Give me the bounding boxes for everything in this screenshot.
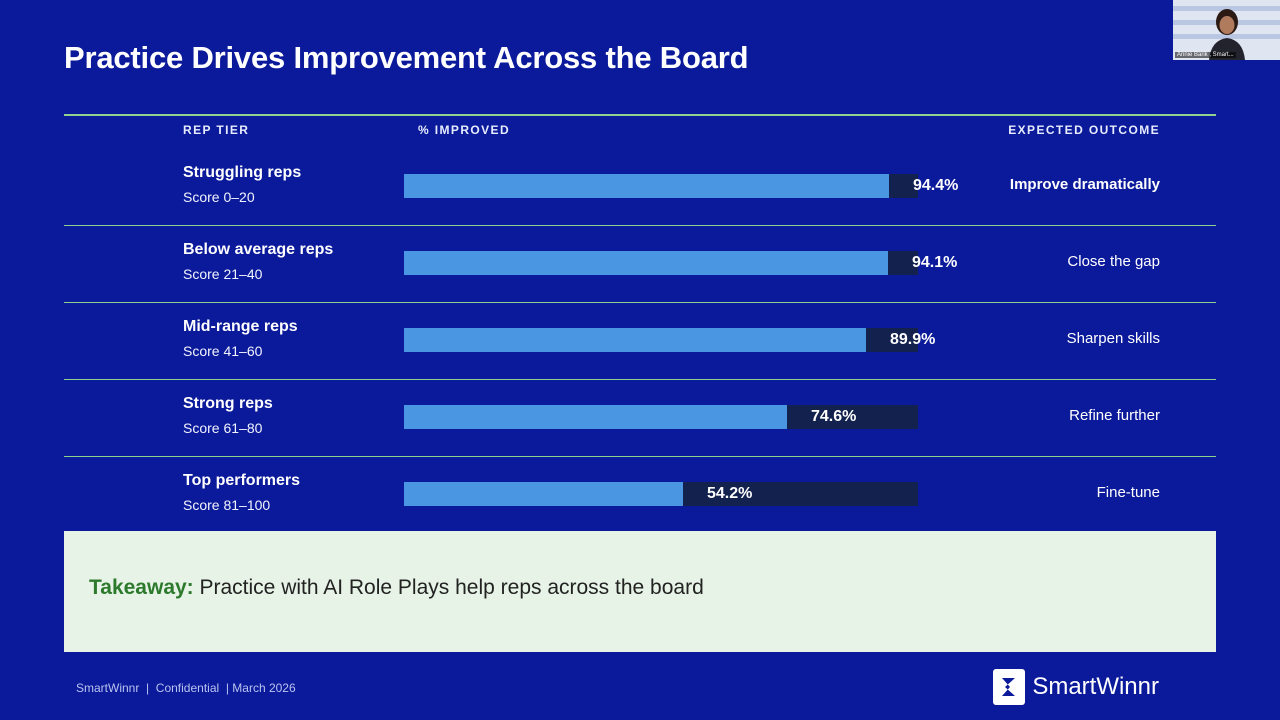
row-divider	[64, 225, 1216, 226]
improvement-bar-track: 89.9%	[404, 328, 935, 352]
expected-outcome: Fine-tune	[1096, 484, 1160, 501]
expected-outcome: Sharpen skills	[1066, 330, 1160, 347]
slide-title: Practice Drives Improvement Across the B…	[64, 40, 749, 75]
expected-outcome: Refine further	[1069, 407, 1160, 424]
tier-score: Score 0–20	[183, 189, 255, 205]
takeaway-label: Takeaway:	[89, 576, 194, 599]
tier-name: Struggling reps	[183, 164, 302, 181]
brand-logo: SmartWinnr	[993, 669, 1159, 705]
footer-note: SmartWinnr | Confidential | March 2026	[76, 681, 296, 695]
table-row: Below average reps Score 21–40 94.1% Clo…	[64, 226, 1216, 303]
video-background-strip	[1173, 34, 1280, 39]
takeaway-box: Takeaway: Practice with AI Role Plays he…	[64, 531, 1216, 652]
improvement-bar-track: 94.1%	[404, 251, 957, 275]
smartwinnr-logo-icon	[993, 669, 1026, 705]
tier-score: Score 61–80	[183, 420, 263, 436]
tier-name: Mid-range reps	[183, 318, 298, 335]
tier-name: Below average reps	[183, 241, 334, 258]
improvement-bar-track: 74.6%	[404, 405, 918, 429]
takeaway-message: Practice with AI Role Plays help reps ac…	[193, 576, 704, 599]
row-divider	[64, 379, 1216, 380]
improvement-percent-label: 94.4%	[913, 177, 959, 194]
tier-score: Score 21–40	[183, 266, 263, 282]
improvement-bar-fill	[404, 482, 683, 506]
table-row: Struggling reps Score 0–20 94.4% Improve…	[64, 149, 1216, 226]
table-row: Strong reps Score 61–80 74.6% Refine fur…	[64, 380, 1216, 457]
takeaway-text: Takeaway: Practice with AI Role Plays he…	[89, 576, 704, 600]
improvement-percent-label: 54.2%	[707, 485, 753, 502]
video-background-strip	[1173, 6, 1280, 11]
tier-score: Score 81–100	[183, 497, 271, 513]
row-divider	[64, 456, 1216, 457]
tier-name: Strong reps	[183, 395, 273, 412]
tier-name: Top performers	[183, 472, 301, 489]
participant-name: Annie Barik , Smart...	[1175, 52, 1236, 58]
improvement-percent-label: 94.1%	[912, 254, 958, 271]
brand-name: SmartWinnr	[1032, 673, 1159, 700]
column-header-expected-outcome: EXPECTED OUTCOME	[1008, 123, 1160, 137]
table-row: Mid-range reps Score 41–60 89.9% Sharpen…	[64, 303, 1216, 380]
improvement-bar-fill	[404, 251, 888, 275]
improvement-bar-fill	[404, 328, 866, 352]
column-header-rep-tier: REP TIER	[183, 123, 250, 137]
improvement-bar-fill	[404, 405, 787, 429]
improvement-percent-label: 89.9%	[890, 331, 936, 348]
table-row: Top performers Score 81–100 54.2% Fine-t…	[64, 457, 1216, 534]
column-header-percent-improved: % IMPROVED	[418, 123, 511, 137]
tier-score: Score 41–60	[183, 343, 263, 359]
improvement-bar-track: 54.2%	[404, 482, 918, 506]
participant-video-tile[interactable]: Annie Barik , Smart...	[1173, 0, 1280, 60]
improvement-percent-label: 74.6%	[811, 408, 857, 425]
expected-outcome: Improve dramatically	[1009, 176, 1160, 193]
row-divider	[64, 302, 1216, 303]
header-rule	[64, 114, 1216, 116]
improvement-bar-track: 94.4%	[404, 174, 958, 198]
expected-outcome: Close the gap	[1067, 253, 1160, 270]
improvement-bar-fill	[404, 174, 889, 198]
